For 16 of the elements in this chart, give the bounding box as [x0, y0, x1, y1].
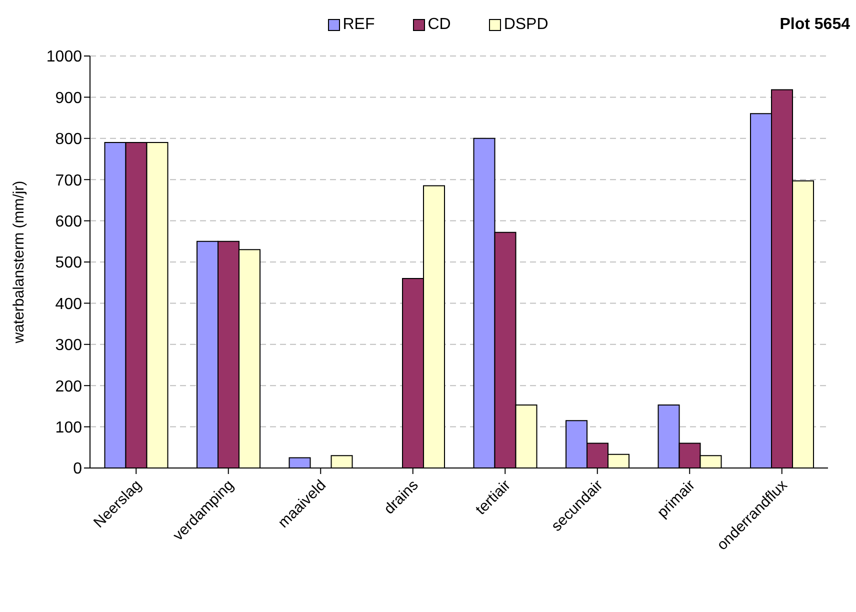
y-axis-title: waterbalansterm (mm/jr)	[10, 180, 28, 344]
y-tick-label: 700	[55, 172, 82, 190]
chart-title: Plot 5654	[780, 16, 850, 34]
y-tick-label: 400	[55, 296, 82, 313]
y-tick-label: 0	[73, 460, 82, 478]
legend-label: REF	[342, 16, 375, 34]
y-tick-label: 100	[55, 419, 82, 436]
y-tick-label: 500	[55, 254, 82, 272]
y-tick-label: 600	[55, 213, 82, 230]
y-tick-label: 900	[55, 90, 82, 107]
y-tick-label: 800	[55, 131, 82, 148]
y-tick-label: 200	[55, 378, 82, 396]
y-tick-label: 1000	[46, 48, 82, 66]
y-tick-label: 300	[55, 337, 82, 354]
legend-label: DSPD	[502, 16, 548, 34]
legend-label: CD	[426, 16, 451, 34]
